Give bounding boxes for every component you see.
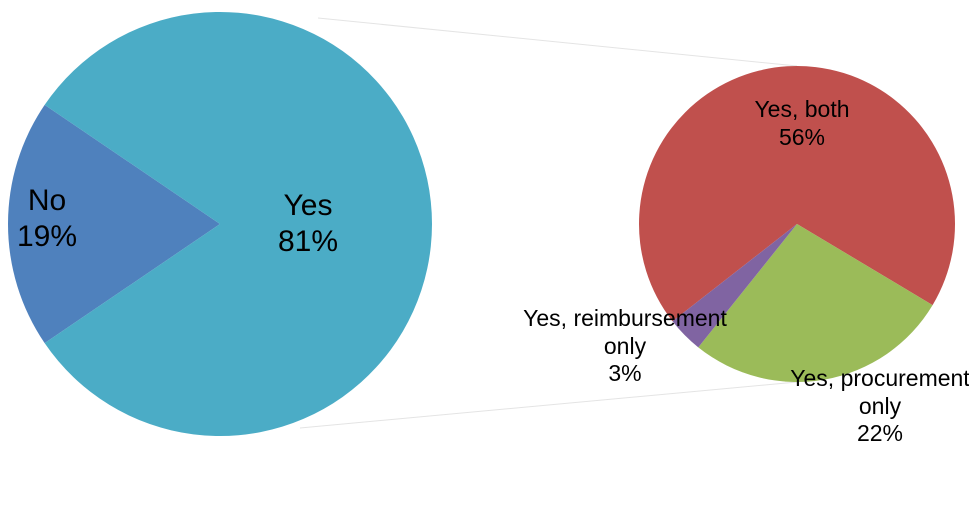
pie-slice xyxy=(639,65,955,322)
slice-value: 81% xyxy=(277,225,339,258)
slice-value: 19% xyxy=(16,220,78,253)
data-label: Yes 81% xyxy=(238,188,378,260)
slice-name: No xyxy=(27,184,67,217)
data-label: Yes, procurement only 22% xyxy=(790,365,969,448)
pie-slice xyxy=(44,11,433,436)
data-label: No 19% xyxy=(0,183,94,255)
slice-name: Yes, both xyxy=(754,96,850,122)
pie-slice xyxy=(698,224,933,382)
pie-slice xyxy=(7,104,220,344)
connector-line xyxy=(317,17,798,67)
slice-name: Yes, reimbursement only xyxy=(523,305,727,359)
pie-slice xyxy=(672,224,797,348)
data-label: Yes, both 56% xyxy=(722,96,882,151)
slice-name: Yes xyxy=(283,189,333,222)
slice-value: 22% xyxy=(856,420,904,447)
slice-name: Yes, procurement only xyxy=(790,365,969,419)
data-label: Yes, reimbursement only 3% xyxy=(515,305,735,388)
slice-value: 56% xyxy=(778,123,826,150)
connector-line xyxy=(299,381,798,429)
slice-value: 3% xyxy=(608,360,642,387)
